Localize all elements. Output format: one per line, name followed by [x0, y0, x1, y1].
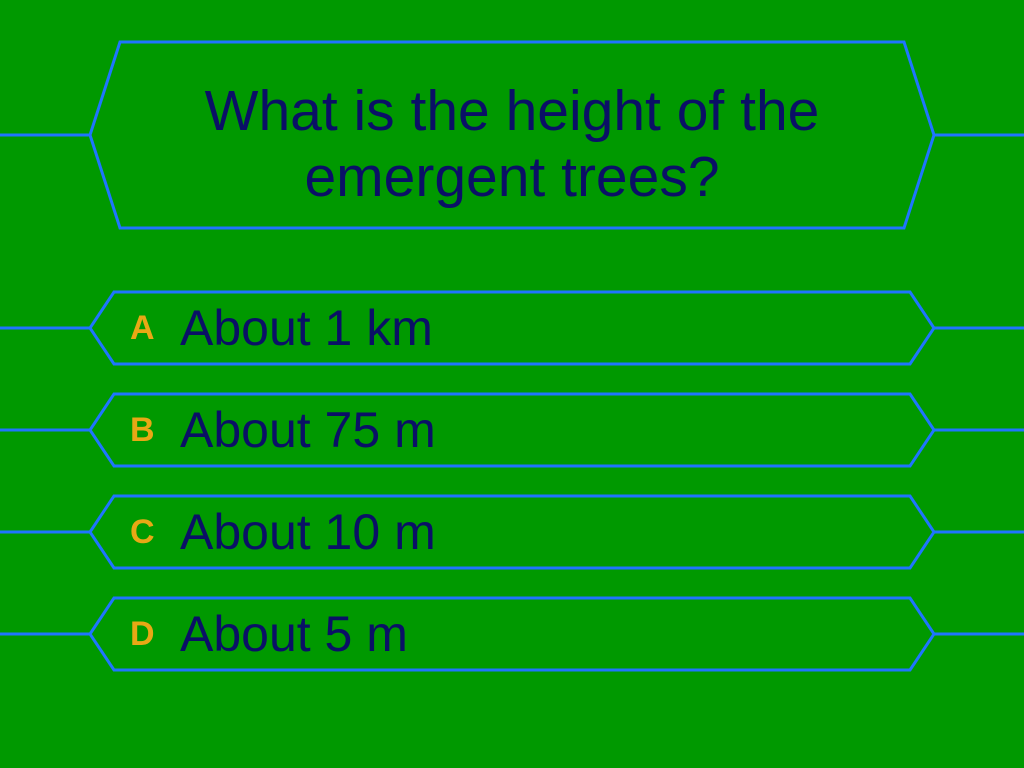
answer-option-a[interactable]: A About 1 km: [90, 292, 934, 364]
answer-option-b[interactable]: B About 75 m: [90, 394, 934, 466]
answer-text: About 1 km: [180, 299, 433, 357]
answer-text: About 10 m: [180, 503, 436, 561]
question-text: What is the height of the emergent trees…: [90, 65, 934, 225]
quiz-stage: What is the height of the emergent trees…: [0, 0, 1024, 768]
answer-letter: D: [130, 615, 158, 654]
answer-option-c[interactable]: C About 10 m: [90, 496, 934, 568]
answer-text: About 75 m: [180, 401, 436, 459]
answer-text: About 5 m: [180, 605, 408, 663]
answer-letter: C: [130, 513, 158, 552]
answer-option-d[interactable]: D About 5 m: [90, 598, 934, 670]
answer-letter: B: [130, 411, 158, 450]
answer-letter: A: [130, 309, 158, 348]
